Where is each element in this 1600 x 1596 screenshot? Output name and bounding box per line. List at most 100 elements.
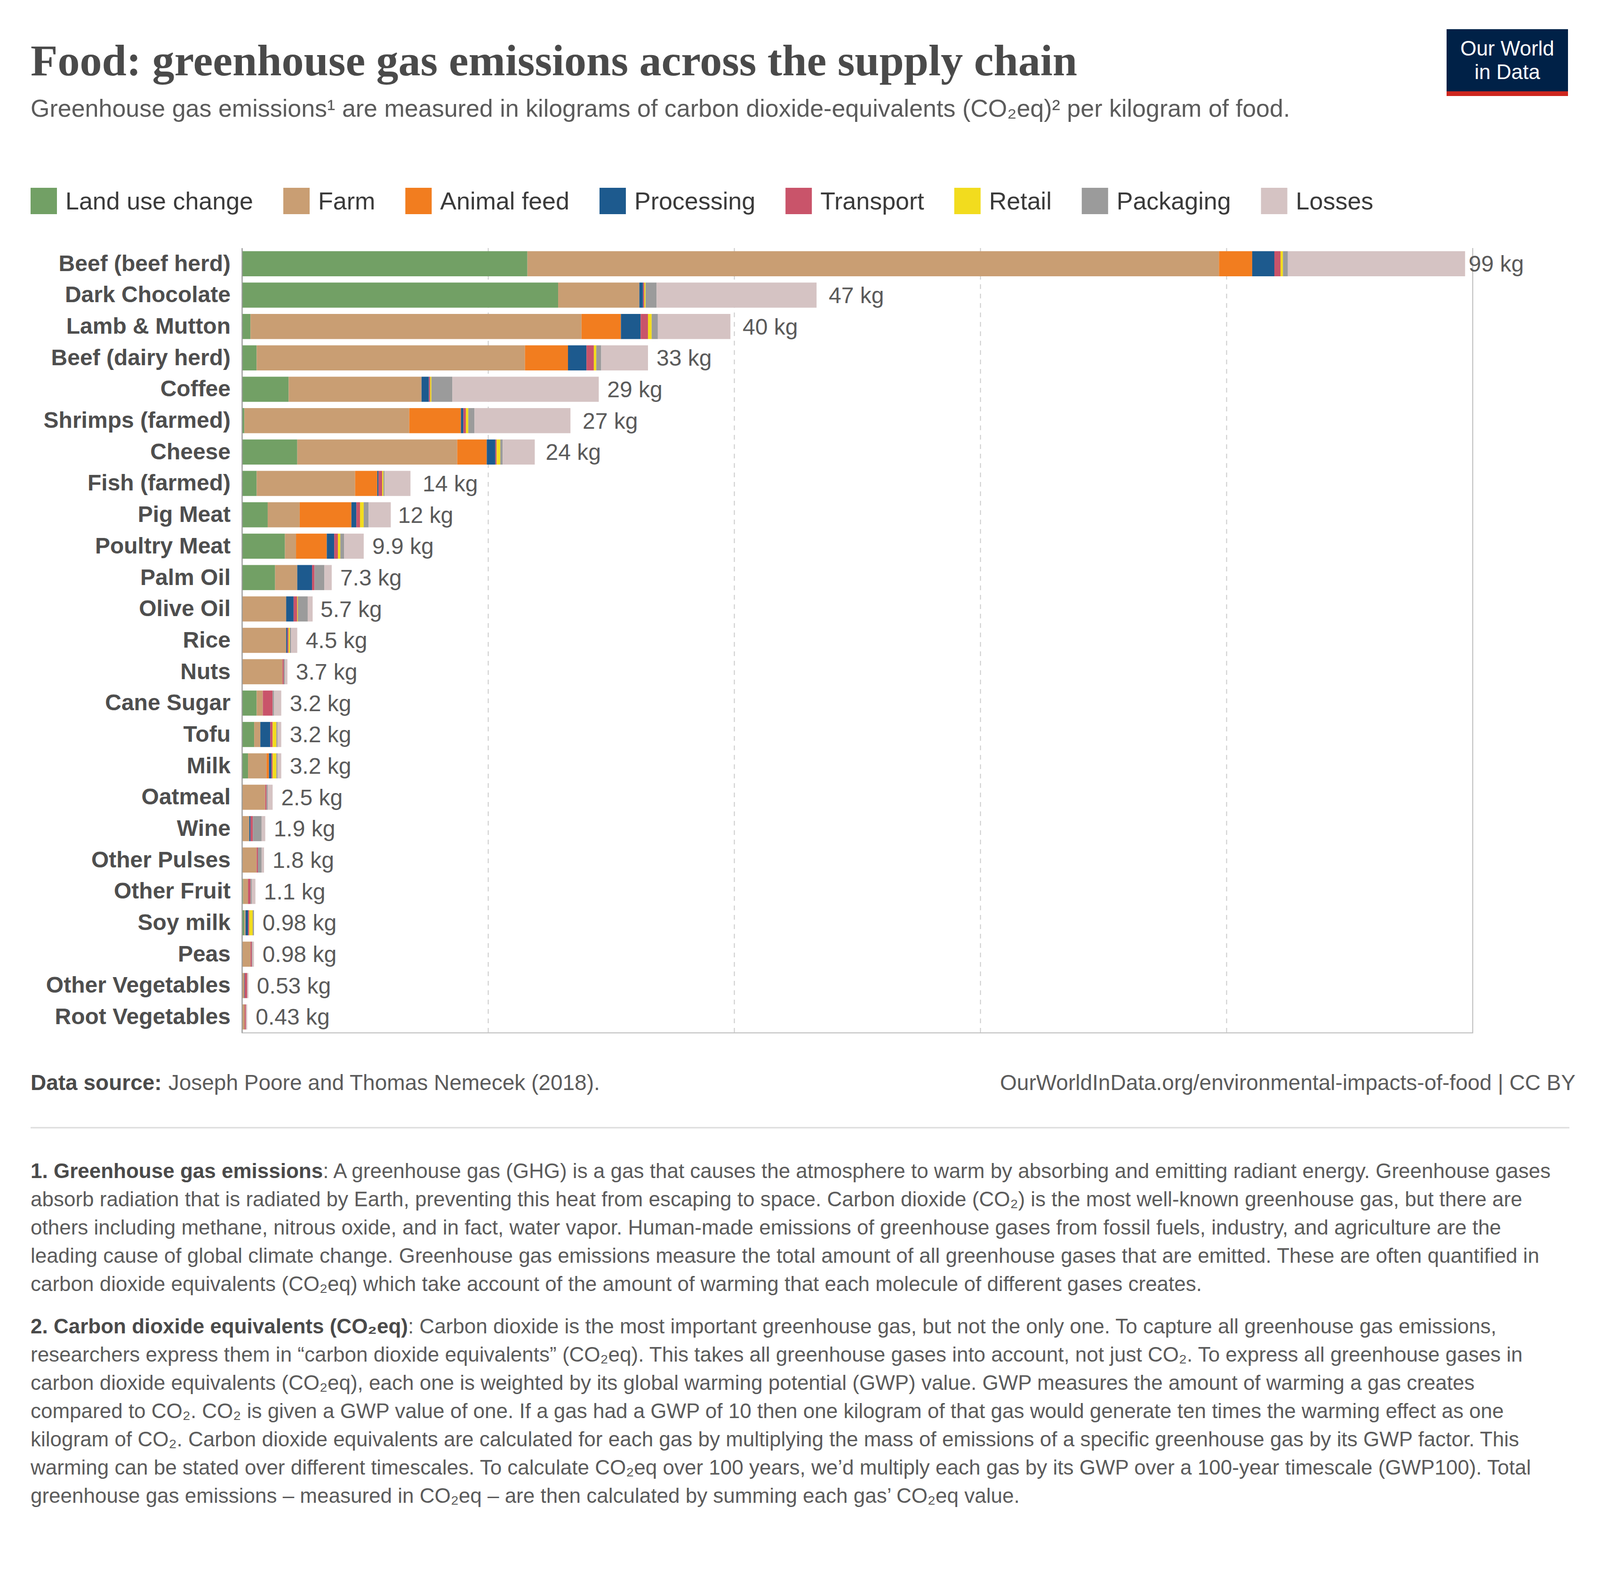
bar-segment bbox=[639, 282, 644, 308]
series bbox=[266, 251, 1253, 779]
legend-swatch bbox=[954, 187, 981, 215]
bar-segment bbox=[241, 376, 289, 402]
bar-segment bbox=[384, 470, 411, 496]
bar-segment bbox=[272, 721, 277, 747]
bar-segment bbox=[307, 596, 313, 622]
bar-segment bbox=[642, 282, 645, 308]
total-label: 3.2 kg bbox=[289, 721, 352, 747]
category-label: Cane Sugar bbox=[104, 689, 231, 715]
y-tick: Dark Chocolate bbox=[64, 281, 242, 307]
bar-segment bbox=[601, 345, 648, 371]
bar-segment bbox=[250, 816, 253, 841]
bar-segment bbox=[640, 313, 648, 339]
series bbox=[241, 251, 559, 936]
bar-segment bbox=[648, 313, 652, 339]
y-tick: Nuts bbox=[180, 658, 242, 684]
y-tick: Peas bbox=[177, 941, 242, 967]
bar-segment bbox=[297, 564, 312, 590]
category-label: Oatmeal bbox=[141, 784, 231, 809]
bar-segment bbox=[261, 847, 264, 873]
category-label: Beef (dairy herd) bbox=[51, 344, 231, 370]
total-label: 1.9 kg bbox=[273, 816, 336, 841]
bar-segment bbox=[287, 627, 289, 653]
legend-item: Losses bbox=[1261, 187, 1374, 215]
bar-segment bbox=[1218, 251, 1253, 277]
legend-label: Land use change bbox=[65, 187, 254, 215]
total-label: 29 kg bbox=[607, 376, 663, 402]
bar-segment bbox=[245, 910, 248, 936]
bar-segment bbox=[269, 753, 272, 779]
bar-segment bbox=[409, 408, 462, 433]
bar-segment bbox=[297, 439, 458, 465]
bar-segment bbox=[251, 941, 252, 967]
bar-segment bbox=[270, 721, 273, 747]
bar-segment bbox=[241, 596, 287, 622]
bar-segment bbox=[241, 282, 559, 308]
category-label: Nuts bbox=[180, 658, 231, 684]
bar-segment bbox=[428, 376, 431, 402]
grid-line bbox=[1226, 248, 1228, 1033]
category-label: Beef (beef herd) bbox=[58, 250, 231, 276]
series bbox=[241, 251, 1219, 1030]
bar-segment bbox=[656, 282, 817, 308]
x-tick bbox=[241, 248, 243, 1033]
x-tick bbox=[980, 248, 981, 1033]
y-tick: Soy milk bbox=[137, 909, 242, 935]
y-tick: Cheese bbox=[150, 439, 242, 464]
y-tick: Beef (dairy herd) bbox=[51, 344, 242, 370]
bar-segment bbox=[645, 282, 657, 308]
bar-segment bbox=[262, 690, 273, 716]
bar-segment bbox=[243, 878, 248, 904]
y-tick: Olive Oil bbox=[138, 595, 242, 621]
bar-segment bbox=[324, 564, 332, 590]
bar-segment bbox=[257, 847, 262, 873]
bar-segment bbox=[651, 313, 658, 339]
bar-segment bbox=[241, 721, 255, 747]
bar-segment bbox=[502, 439, 535, 465]
bar-segment bbox=[421, 376, 430, 402]
category-label: Milk bbox=[186, 752, 232, 778]
bar-segment bbox=[251, 941, 253, 967]
bar-segment bbox=[314, 564, 325, 590]
y-tick: Fish (farmed) bbox=[87, 470, 242, 496]
bar-segment bbox=[256, 345, 525, 371]
y-tick: Palm Oil bbox=[140, 564, 242, 590]
bar-segment bbox=[382, 470, 384, 496]
bar-segment bbox=[378, 470, 383, 496]
x-axis bbox=[242, 248, 1473, 1033]
legend-item: Farm bbox=[283, 187, 376, 215]
category-label: Tofu bbox=[183, 721, 231, 747]
bar-segment bbox=[241, 313, 251, 339]
bar-segment bbox=[241, 753, 248, 779]
y-tick: Oatmeal bbox=[141, 784, 242, 809]
category-label: Dark Chocolate bbox=[64, 281, 231, 307]
bar-segment bbox=[285, 659, 288, 685]
note: 2. Carbon dioxide equivalents (CO₂eq): C… bbox=[30, 1312, 1570, 1510]
total-label: 9.9 kg bbox=[372, 533, 434, 559]
category-label: Wine bbox=[176, 815, 231, 841]
legend-label: Packaging bbox=[1116, 187, 1232, 215]
bar-segment bbox=[293, 596, 298, 622]
bar-segment bbox=[351, 502, 357, 528]
bar-segment bbox=[256, 847, 258, 873]
bar-segment bbox=[377, 470, 379, 496]
total-label: 14 kg bbox=[422, 471, 478, 496]
bar-segment bbox=[431, 376, 453, 402]
legend-swatch bbox=[283, 187, 310, 215]
bar-segment bbox=[267, 502, 300, 528]
bar-segment bbox=[251, 878, 256, 904]
total-label: 12 kg bbox=[398, 502, 454, 528]
total-label: 1.8 kg bbox=[272, 847, 335, 873]
bar-segment bbox=[273, 690, 282, 716]
bar-segment bbox=[275, 564, 298, 590]
bar-segment bbox=[244, 1004, 247, 1030]
total-label: 99 kg bbox=[1468, 251, 1524, 277]
y-tick: Lamb & Mutton bbox=[66, 313, 242, 339]
bar-segment bbox=[252, 941, 255, 967]
bar-segment bbox=[288, 627, 290, 653]
bar-segment bbox=[244, 972, 248, 998]
bar-segment bbox=[1252, 251, 1275, 277]
source-label: Data source: bbox=[30, 1070, 162, 1095]
y-tick: Milk bbox=[186, 752, 242, 778]
bar-segment bbox=[249, 816, 251, 841]
